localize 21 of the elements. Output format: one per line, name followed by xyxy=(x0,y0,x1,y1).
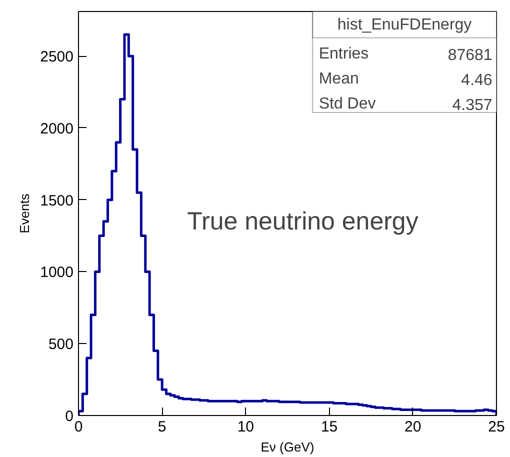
x-tick-label: 10 xyxy=(237,418,254,436)
annotation: Mean xyxy=(318,70,359,88)
annotation: 4.46 xyxy=(461,72,492,89)
x-tick-label: 15 xyxy=(320,418,338,436)
y-tick-label: 500 xyxy=(48,336,74,354)
annotation: 4.357 xyxy=(452,97,492,114)
y-tick-label: 0 xyxy=(65,408,74,425)
y-tick-label: 1500 xyxy=(40,192,74,210)
y-tick-label: 2000 xyxy=(40,120,74,138)
annotation: True neutrino energy xyxy=(187,208,419,236)
y-axis-title: Events xyxy=(17,193,32,234)
x-tick-label: 5 xyxy=(158,418,166,436)
x-axis-title: Eν (GeV) xyxy=(260,440,314,454)
annotation: Std Dev xyxy=(318,96,376,113)
annotation: 87681 xyxy=(448,46,492,64)
annotation: Entries xyxy=(318,45,369,62)
x-tick-label: 25 xyxy=(488,418,505,436)
y-tick-label: 1000 xyxy=(40,264,74,282)
x-tick-label: 20 xyxy=(404,418,422,436)
annotation: hist_EnuFDEnergy xyxy=(337,16,472,34)
y-tick-label: 2500 xyxy=(40,48,74,66)
